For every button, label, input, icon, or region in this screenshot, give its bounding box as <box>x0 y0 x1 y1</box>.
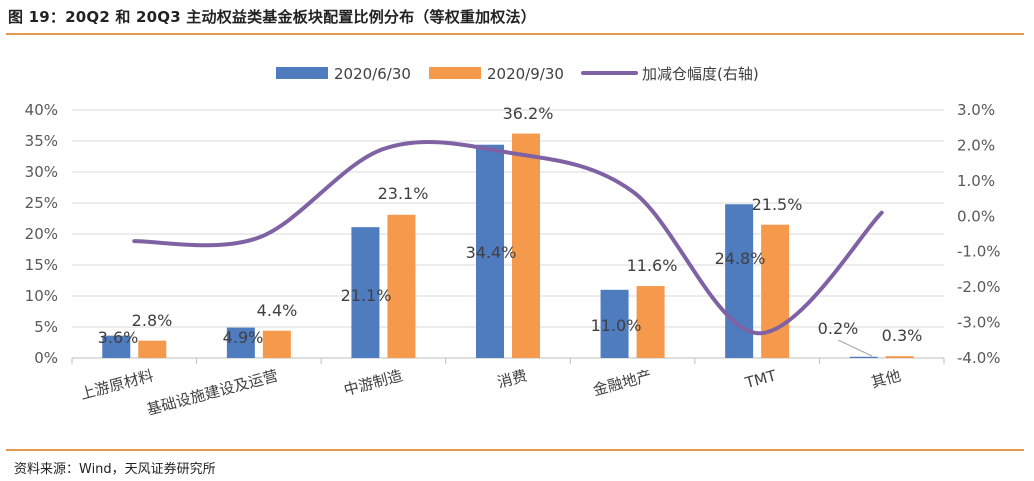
bar-2020-9-30 <box>387 214 416 358</box>
x-category-label: TMT <box>742 366 779 392</box>
data-label-2020-6-30: 3.6% <box>98 328 139 347</box>
data-label-2020-6-30: 34.4% <box>466 243 517 262</box>
data-label-2020-9-30: 0.3% <box>882 326 923 345</box>
y-tick-label: 5% <box>34 318 58 336</box>
source-note: 资料来源：Wind，天风证券研究所 <box>14 462 216 477</box>
y-tick-label: 35% <box>25 132 58 150</box>
y2-tick-label: 3.0% <box>957 101 995 119</box>
title-rule <box>6 33 1024 35</box>
x-category-label: 其他 <box>869 366 903 391</box>
bar-2020-6-30 <box>849 356 878 358</box>
y-tick-label: 30% <box>25 163 58 181</box>
legend-label-2020-6-30: 2020/6/30 <box>334 65 411 83</box>
x-category-label: 中游制造 <box>342 366 405 399</box>
data-label-2020-9-30: 21.5% <box>752 195 803 214</box>
bar-2020-9-30 <box>512 133 540 358</box>
y-tick-label: 20% <box>25 225 58 243</box>
bar-2020-9-30 <box>262 330 291 358</box>
x-category-label: 基础设施建设及运营 <box>145 366 280 418</box>
data-label-2020-6-30: 0.2% <box>818 319 859 338</box>
data-label-2020-9-30: 2.8% <box>132 311 173 330</box>
data-label-2020-9-30: 23.1% <box>378 184 429 203</box>
y2-tick-label: -3.0% <box>957 314 1001 332</box>
y2-tick-label: -4.0% <box>957 349 1001 367</box>
y2-tick-label: 0.0% <box>957 207 995 225</box>
y2-tick-label: 1.0% <box>957 172 995 190</box>
data-label-2020-6-30: 24.8% <box>715 249 766 268</box>
bar-2020-9-30 <box>885 356 914 358</box>
data-label-2020-6-30: 21.1% <box>341 286 392 305</box>
bar-2020-6-30 <box>600 289 629 358</box>
legend-swatch-2020-9-30 <box>429 67 481 79</box>
x-category-label: 上游原材料 <box>78 366 155 403</box>
data-label-2020-6-30: 4.9% <box>223 328 264 347</box>
bar-2020-9-30 <box>636 286 665 358</box>
series-line-add-reduce <box>132 140 884 336</box>
y2-tick-label: -2.0% <box>957 278 1001 296</box>
data-label-2020-9-30: 4.4% <box>257 301 298 320</box>
chart-title: 图 19：20Q2 和 20Q3 主动权益类基金板块配置比例分布（等权重加权法） <box>8 8 536 26</box>
y-tick-label: 25% <box>25 194 58 212</box>
legend-label-2020-9-30: 2020/9/30 <box>487 65 564 83</box>
y2-tick-label: 2.0% <box>957 136 995 154</box>
legend-label-line: 加减仓幅度(右轴) <box>642 65 759 83</box>
bar-2020-6-30 <box>226 327 255 358</box>
y-tick-label: 0% <box>34 349 58 367</box>
bar-2020-9-30 <box>761 224 790 358</box>
data-label-2020-9-30: 36.2% <box>503 104 554 123</box>
data-label-2020-9-30: 11.6% <box>627 256 678 275</box>
bar-2020-6-30 <box>725 204 754 358</box>
x-category-label: 金融地产 <box>591 366 654 399</box>
chart-svg: 0% 5% 10% 15% 20% 25% 30% 35% 40% -4.0% -3.0% -2.0%… <box>25 65 1001 419</box>
legend-swatch-2020-6-30 <box>276 67 328 79</box>
bar-2020-9-30 <box>138 340 167 358</box>
y-tick-label: 15% <box>25 256 58 274</box>
y-tick-label: 40% <box>25 101 58 119</box>
y-tick-label: 10% <box>25 287 58 305</box>
x-category-label: 消费 <box>495 366 529 391</box>
bar-2020-6-30 <box>351 227 380 358</box>
bar-2020-6-30 <box>476 144 504 358</box>
data-label-2020-6-30: 11.0% <box>591 316 642 335</box>
source-rule <box>6 449 1024 451</box>
label-leader-line <box>837 339 873 357</box>
y2-tick-label: -1.0% <box>957 243 1001 261</box>
bar-2020-6-30 <box>102 335 131 358</box>
